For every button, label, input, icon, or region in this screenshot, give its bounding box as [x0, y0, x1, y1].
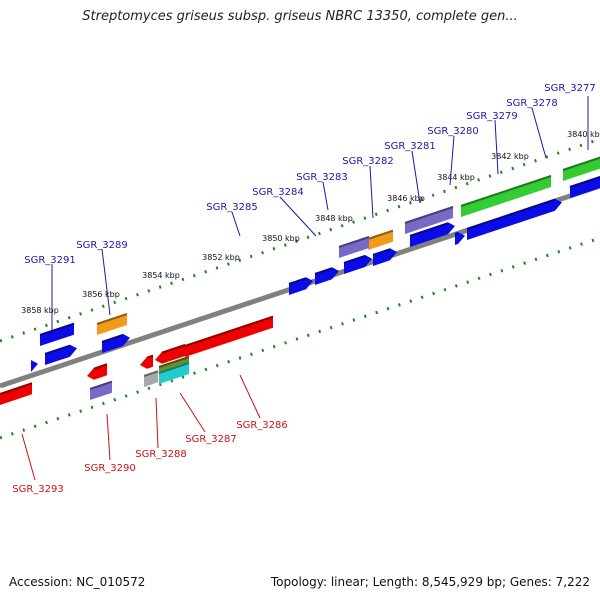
- top-gene-labels: SGR_3277 SGR_3278 SGR_3279 SGR_3280 SGR_…: [24, 83, 596, 330]
- kbp-label: 3850 kbp: [262, 234, 300, 243]
- kbp-label: 3858 kbp: [21, 306, 59, 315]
- gene-features: [0, 155, 600, 405]
- kbp-label: 3854 kbp: [142, 271, 180, 280]
- gene-arrow[interactable]: [155, 344, 186, 364]
- gene-arrow[interactable]: [0, 382, 33, 405]
- gene-arrow[interactable]: [367, 229, 394, 250]
- gene-arrow[interactable]: [140, 354, 154, 369]
- gene-arrow[interactable]: [454, 232, 465, 245]
- gene-arrow[interactable]: [39, 322, 75, 346]
- kbp-label: 3852 kbp: [202, 253, 240, 262]
- gene-arrow[interactable]: [87, 363, 108, 380]
- gene-arrow[interactable]: [314, 267, 339, 285]
- gene-arrow[interactable]: [184, 315, 274, 357]
- gene-label-sgr-3290[interactable]: SGR_3290: [84, 463, 136, 474]
- gene-label-sgr-3289[interactable]: SGR_3289: [76, 240, 128, 251]
- tick-track-bottom: [0, 236, 600, 440]
- gene-label-sgr-3281[interactable]: SGR_3281: [384, 141, 436, 152]
- gene-arrow[interactable]: [409, 222, 455, 247]
- kbp-label: 3848 kbp: [315, 214, 353, 223]
- gene-arrow[interactable]: [466, 198, 562, 240]
- gene-arrow[interactable]: [96, 313, 128, 335]
- kbp-label: 3846 kbp: [387, 194, 425, 203]
- gene-label-sgr-3279[interactable]: SGR_3279: [466, 111, 518, 122]
- gene-label-sgr-3287[interactable]: SGR_3287: [185, 434, 237, 445]
- gene-arrow[interactable]: [44, 344, 77, 365]
- gene-arrow[interactable]: [143, 370, 159, 387]
- topology-summary: Topology: linear; Length: 8,545,929 bp; …: [270, 575, 590, 589]
- gene-arrow[interactable]: [372, 248, 397, 266]
- gene-label-sgr-3277[interactable]: SGR_3277: [544, 83, 596, 94]
- kbp-label: 3842 kbp: [491, 152, 529, 161]
- accession-text: Accession: NC_010572: [9, 575, 146, 589]
- gene-label-sgr-3283[interactable]: SGR_3283: [296, 172, 348, 183]
- gene-label-sgr-3286[interactable]: SGR_3286: [236, 420, 288, 431]
- gene-label-sgr-3278[interactable]: SGR_3278: [506, 98, 558, 109]
- map-title: Streptomyces griseus subsp. griseus NBRC…: [82, 9, 518, 24]
- kbp-label: 3844 kbp: [437, 173, 475, 182]
- kbp-label: 3856 kbp: [82, 290, 120, 299]
- gene-label-sgr-3285[interactable]: SGR_3285: [206, 202, 258, 213]
- gene-label-sgr-3280[interactable]: SGR_3280: [427, 126, 479, 137]
- gene-arrow[interactable]: [404, 206, 454, 234]
- gene-arrow[interactable]: [31, 360, 38, 372]
- gene-arrow[interactable]: [562, 155, 600, 181]
- gene-label-sgr-3293[interactable]: SGR_3293: [12, 484, 64, 495]
- bottom-gene-labels: SGR_3286 SGR_3287 SGR_3288 SGR_3290 SGR_…: [12, 374, 288, 495]
- gene-arrow[interactable]: [101, 334, 130, 353]
- gene-arrow[interactable]: [338, 236, 370, 258]
- gene-label-sgr-3282[interactable]: SGR_3282: [342, 156, 394, 167]
- gene-label-sgr-3284[interactable]: SGR_3284: [252, 187, 304, 198]
- gene-arrow[interactable]: [569, 174, 600, 198]
- gene-label-sgr-3288[interactable]: SGR_3288: [135, 449, 187, 460]
- kbp-scale: 3840 kbp 3842 kbp 3844 kbp 3846 kbp 3848 kbp…: [21, 130, 600, 315]
- gene-arrow[interactable]: [158, 362, 190, 384]
- gene-arrow[interactable]: [89, 380, 113, 400]
- gene-arrow[interactable]: [460, 175, 552, 217]
- gene-label-sgr-3291[interactable]: SGR_3291: [24, 255, 76, 266]
- gene-arrow[interactable]: [343, 255, 372, 274]
- gene-arrow[interactable]: [288, 277, 313, 295]
- kbp-label: 3840 kbp: [567, 130, 600, 139]
